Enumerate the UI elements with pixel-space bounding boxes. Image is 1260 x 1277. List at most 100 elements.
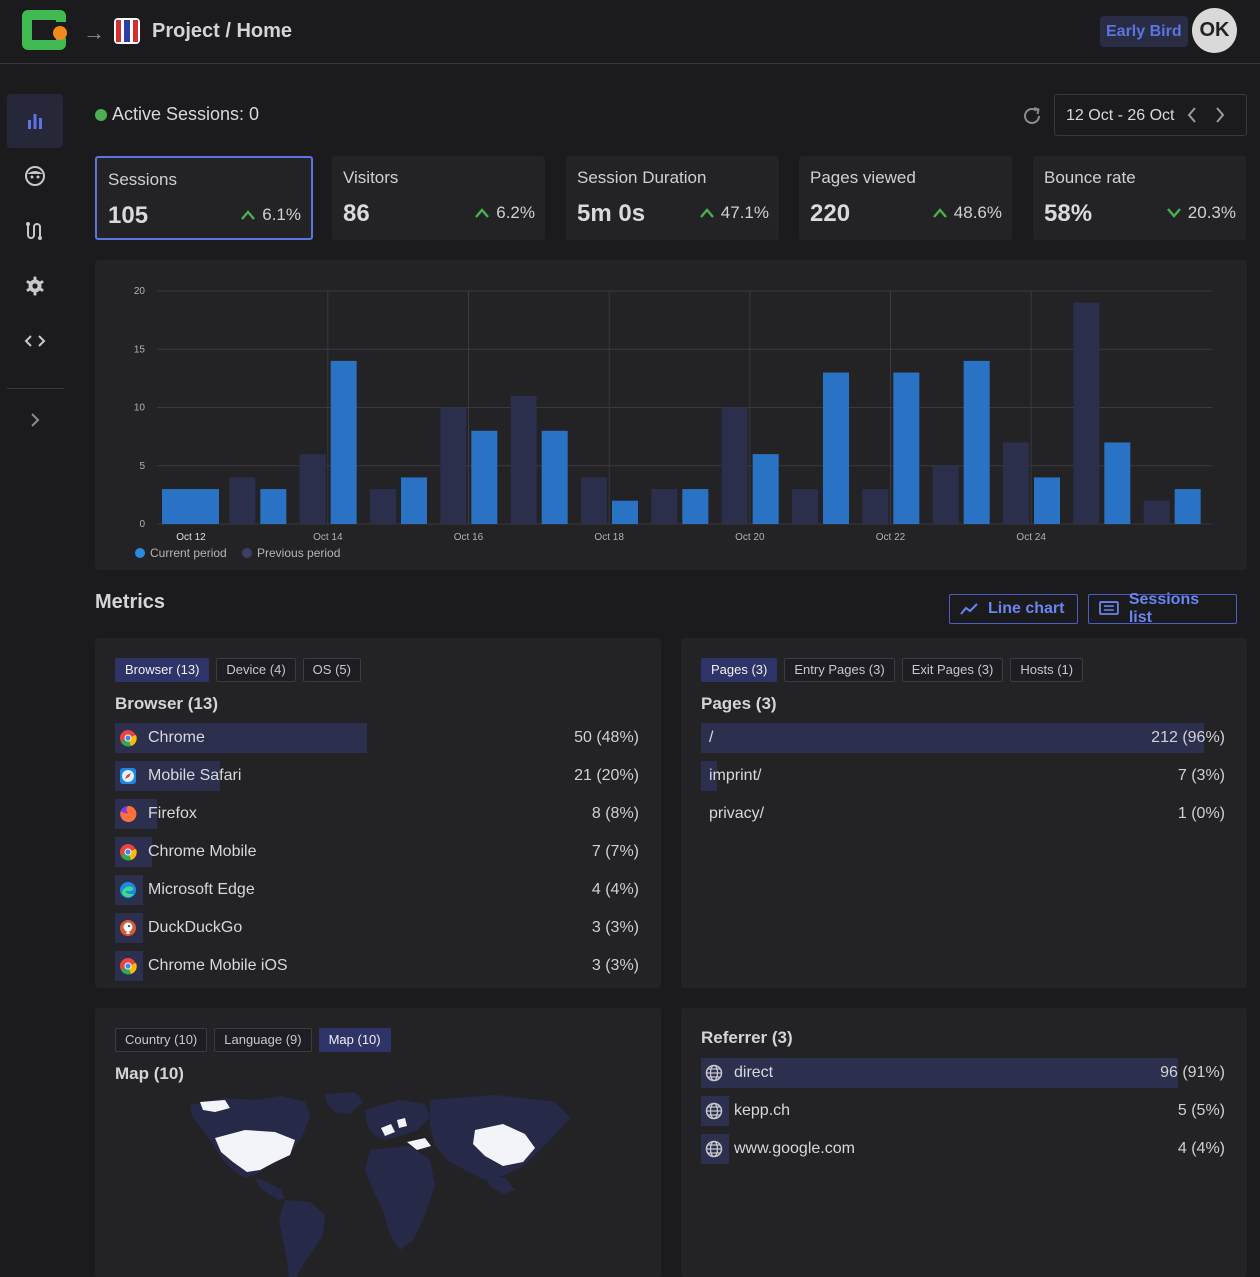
map-southeast-asia[interactable] xyxy=(485,1172,515,1194)
stat-change: 48.6% xyxy=(932,203,1002,223)
list-item[interactable]: Chrome Mobile iOS 3 (3%) xyxy=(115,951,639,981)
sidebar-item-visitors[interactable] xyxy=(7,149,63,203)
legend-previous[interactable]: Previous period xyxy=(242,546,340,560)
bar-current[interactable] xyxy=(823,372,849,524)
tab-map[interactable]: Map (10) xyxy=(318,1028,391,1052)
bar-previous[interactable] xyxy=(581,477,607,524)
bar-previous[interactable] xyxy=(1073,302,1100,524)
bar-current[interactable] xyxy=(330,360,357,524)
trend-down-icon xyxy=(1166,208,1181,218)
plan-badge[interactable]: Early Bird xyxy=(1100,16,1188,47)
bar-previous[interactable] xyxy=(721,407,748,525)
stat-change-value: 48.6% xyxy=(953,203,1002,222)
row-value: 3 (3%) xyxy=(591,919,639,936)
page-title[interactable]: Project / Home xyxy=(152,20,293,42)
sidebar-expand-button[interactable] xyxy=(7,393,63,447)
map-turkey[interactable] xyxy=(407,1138,431,1150)
legend-current[interactable]: Current period xyxy=(135,546,227,560)
bar-current[interactable] xyxy=(893,372,920,524)
row-value: 212 (96%) xyxy=(1151,729,1225,746)
map-alaska[interactable] xyxy=(200,1100,230,1112)
pages-panel-title: Pages (3) xyxy=(701,694,777,713)
line-chart-button[interactable]: Line chart xyxy=(949,594,1078,624)
bar-previous[interactable] xyxy=(510,395,537,524)
bar-previous[interactable] xyxy=(440,407,467,525)
x-tick-label: Oct 22 xyxy=(876,532,906,543)
sidebar-item-settings[interactable] xyxy=(7,259,63,313)
list-item[interactable]: Chrome Mobile 7 (7%) xyxy=(115,837,639,867)
globe-icon xyxy=(705,1102,723,1120)
app-logo-icon[interactable] xyxy=(20,8,68,52)
list-item[interactable]: kepp.ch 5 (5%) xyxy=(701,1096,1225,1126)
list-item[interactable]: direct 96 (91%) xyxy=(701,1058,1225,1088)
bar-current[interactable] xyxy=(471,430,498,524)
tab-os[interactable]: OS (5) xyxy=(302,658,361,682)
bar-current[interactable] xyxy=(752,454,779,524)
list-item[interactable]: Firefox 8 (8%) xyxy=(115,799,639,829)
bar-current[interactable] xyxy=(963,360,990,524)
list-item[interactable]: Chrome 50 (48%) xyxy=(115,723,639,753)
bar-current[interactable] xyxy=(1104,442,1131,524)
row-bar xyxy=(701,761,717,791)
bar-current[interactable] xyxy=(162,489,219,524)
avatar[interactable]: OK xyxy=(1192,8,1237,53)
bar-current[interactable] xyxy=(612,500,638,524)
sidebar-item-dashboard[interactable] xyxy=(7,94,63,148)
tab-device[interactable]: Device (4) xyxy=(216,658,296,682)
map-united-states[interactable] xyxy=(215,1130,295,1172)
bar-current[interactable] xyxy=(401,477,427,524)
stat-card-bounce-rate[interactable]: Bounce rate 58% 20.3% xyxy=(1033,156,1246,240)
bar-current[interactable] xyxy=(260,489,287,524)
row-value: 7 (7%) xyxy=(591,843,639,860)
map-south-america[interactable] xyxy=(279,1200,325,1277)
stat-card-session-duration[interactable]: Session Duration 5m 0s 47.1% xyxy=(566,156,779,240)
list-item[interactable]: Mobile Safari 21 (20%) xyxy=(115,761,639,791)
stat-card-pages-viewed[interactable]: Pages viewed 220 48.6% xyxy=(799,156,1012,240)
tab-exit-pages[interactable]: Exit Pages (3) xyxy=(901,658,1004,682)
bar-previous[interactable] xyxy=(932,465,959,524)
map-country-highlight-2[interactable] xyxy=(397,1118,407,1128)
bar-previous[interactable] xyxy=(1003,442,1029,524)
bar-current[interactable] xyxy=(682,489,709,524)
tab-language[interactable]: Language (9) xyxy=(214,1028,312,1052)
list-item[interactable]: DuckDuckGo 3 (3%) xyxy=(115,913,639,943)
bar-previous[interactable] xyxy=(370,489,396,524)
date-range-picker[interactable]: 12 Oct - 26 Oct xyxy=(1054,94,1247,136)
refresh-icon[interactable] xyxy=(1020,104,1044,128)
world-map[interactable] xyxy=(185,1090,575,1277)
map-central-america[interactable] xyxy=(255,1178,285,1200)
tab-entry-pages[interactable]: Entry Pages (3) xyxy=(784,658,895,682)
chevron-left-icon[interactable] xyxy=(1185,104,1199,126)
bar-previous[interactable] xyxy=(1143,500,1170,524)
list-item[interactable]: privacy/1 (0%) xyxy=(701,799,1225,829)
map-greenland[interactable] xyxy=(325,1092,363,1114)
stat-card-sessions[interactable]: Sessions 105 6.1% xyxy=(95,156,313,240)
list-item[interactable]: imprint/7 (3%) xyxy=(701,761,1225,791)
stat-change: 47.1% xyxy=(699,203,769,223)
map-china[interactable] xyxy=(473,1124,535,1166)
bar-previous[interactable] xyxy=(862,489,889,524)
bar-previous[interactable] xyxy=(299,454,326,524)
chevron-right-icon[interactable] xyxy=(1213,104,1227,126)
sidebar-item-journeys[interactable] xyxy=(7,204,63,258)
stat-card-visitors[interactable]: Visitors 86 6.2% xyxy=(332,156,545,240)
tab-country[interactable]: Country (10) xyxy=(115,1028,208,1052)
sidebar-item-embed-code[interactable] xyxy=(7,314,63,368)
map-country-highlight-1[interactable] xyxy=(381,1124,395,1136)
project-flag-icon[interactable] xyxy=(113,17,141,45)
bar-current[interactable] xyxy=(1174,489,1201,524)
bar-current[interactable] xyxy=(541,430,568,524)
bar-previous[interactable] xyxy=(792,489,818,524)
list-item[interactable]: Microsoft Edge 4 (4%) xyxy=(115,875,639,905)
bar-previous[interactable] xyxy=(229,477,256,524)
bar-previous[interactable] xyxy=(651,489,678,524)
tab-pages[interactable]: Pages (3) xyxy=(701,658,778,682)
list-item[interactable]: / 212 (96%) xyxy=(701,723,1225,753)
tab-browser[interactable]: Browser (13) xyxy=(115,658,210,682)
date-range-label[interactable]: 12 Oct - 26 Oct xyxy=(1066,107,1175,124)
list-item[interactable]: www.google.com 4 (4%) xyxy=(701,1134,1225,1164)
tab-hosts[interactable]: Hosts (1) xyxy=(1010,658,1084,682)
sessions-list-button[interactable]: Sessions list xyxy=(1088,591,1237,626)
map-africa[interactable] xyxy=(365,1146,435,1250)
bar-current[interactable] xyxy=(1034,477,1060,524)
